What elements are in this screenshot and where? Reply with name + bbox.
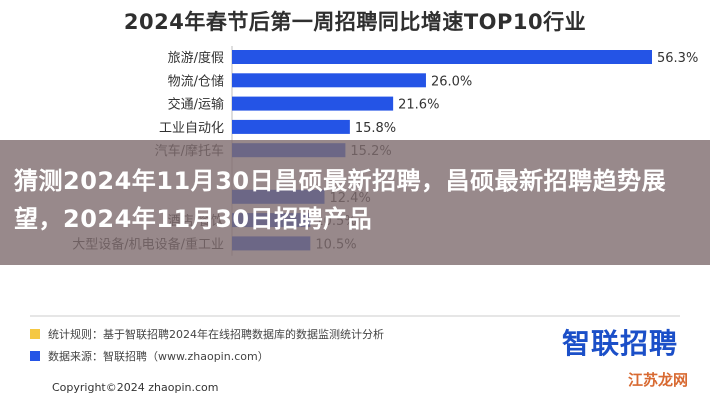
- headline-text: 猜测2024年11月30日昌硕最新招聘，昌硕最新招聘趋势展望，2024年11月3…: [14, 167, 667, 233]
- footer-note-source-text: 数据来源：智联招聘（www.zhaopin.com）: [48, 350, 269, 363]
- copyright-text: Copyright©2024 zhaopin.com: [52, 381, 219, 394]
- value-label: 56.3%: [657, 51, 698, 66]
- category-label: 工业自动化: [159, 121, 224, 136]
- category-label: 交通/运输: [168, 97, 224, 113]
- footer-note-rules-text: 统计规则：基于智联招聘2024年在线招聘数据库的数据监测统计分析: [48, 328, 384, 341]
- value-label: 21.6%: [398, 98, 439, 113]
- value-label: 26.0%: [431, 74, 472, 89]
- bar: [232, 50, 652, 64]
- chart-title: 2024年春节后第一周招聘同比增速TOP10行业: [123, 10, 587, 34]
- footer-note-rules: 统计规则：基于智联招聘2024年在线招聘数据库的数据监测统计分析: [30, 326, 384, 342]
- category-label: 物流/仓储: [168, 74, 224, 89]
- value-label: 15.8%: [355, 121, 396, 136]
- yellow-square-icon: [30, 329, 40, 339]
- bar: [232, 73, 426, 88]
- footer-note-source: 数据来源：智联招聘（www.zhaopin.com）: [30, 348, 269, 364]
- watermark-logo: 江苏龙网: [628, 371, 689, 389]
- blue-square-icon: [30, 351, 40, 361]
- headline-overlay: [0, 140, 710, 265]
- bar: [232, 96, 394, 111]
- bar: [232, 119, 350, 134]
- zhaopin-logo: 智联招聘: [562, 327, 679, 360]
- category-label: 旅游/度假: [168, 50, 224, 66]
